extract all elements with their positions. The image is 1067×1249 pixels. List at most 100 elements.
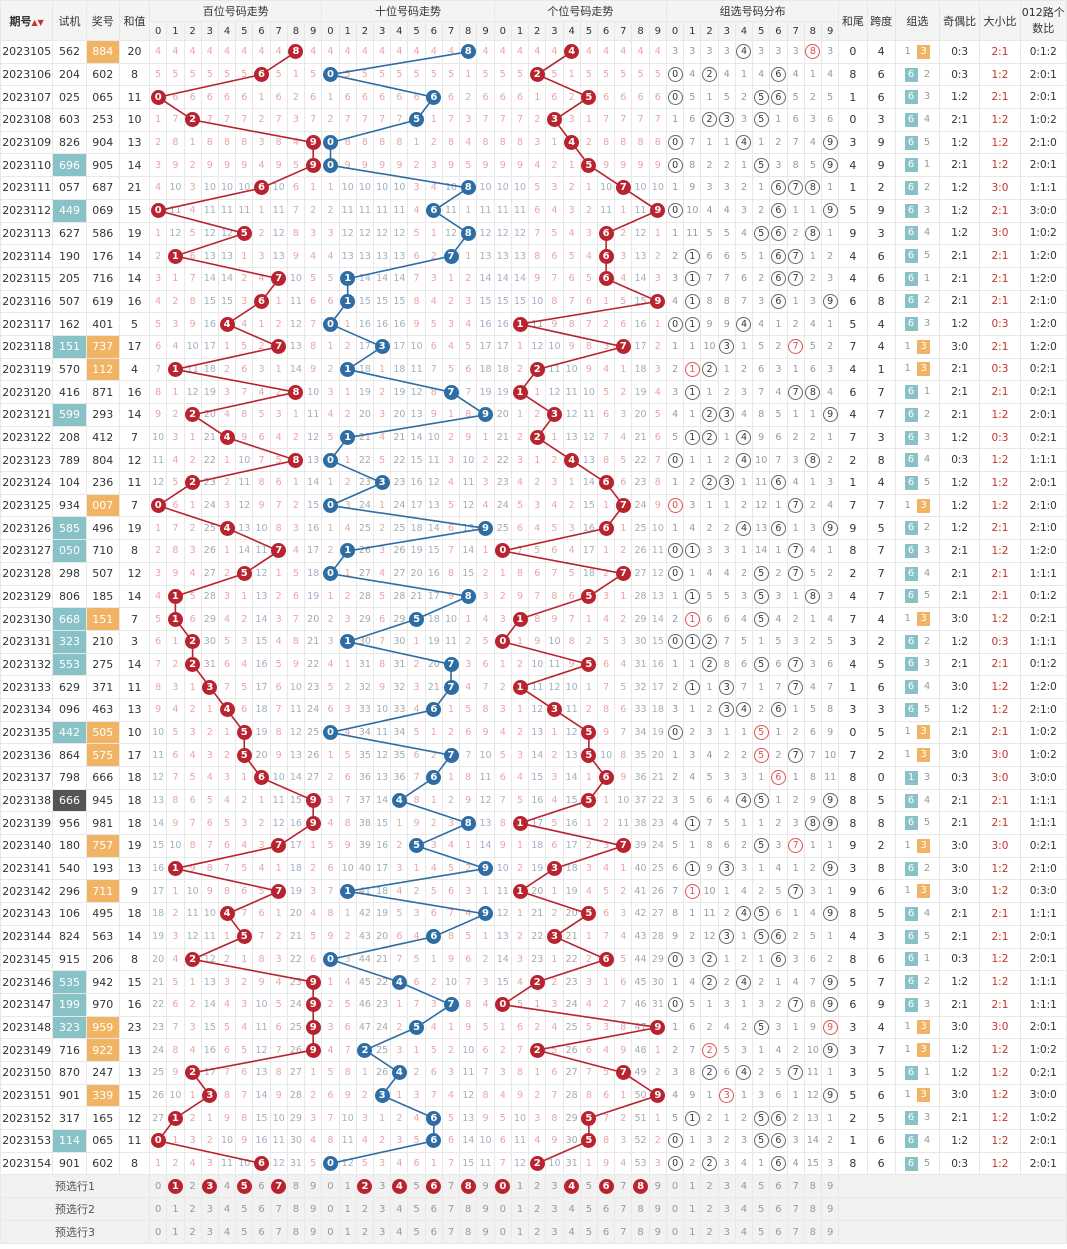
preselect-digit[interactable]: 6 [769, 1220, 788, 1245]
preselect-digit[interactable]: 8 [803, 1174, 822, 1199]
preselect-digit[interactable]: 8 [286, 1220, 306, 1245]
preselect-digit[interactable]: 6 [424, 1197, 443, 1222]
preselect-digit[interactable]: 7 [786, 1174, 805, 1199]
preselect-digit[interactable]: 0 [493, 1174, 512, 1199]
preselect-digit[interactable]: 3 [545, 1197, 564, 1222]
preselect-digit[interactable]: 1 [510, 1197, 530, 1222]
preselect-row[interactable]: 预选行1 0 1 2 3 4 5 6 7 8 9 0 1 2 3 4 5 6 7 8 9 0 1 2 3 4 5 6 7 8 9 0 1 2 3 4 5… [0, 1174, 1067, 1199]
preselect-digit[interactable]: 7 [441, 1174, 461, 1199]
preselect-digit[interactable]: 6 [424, 1220, 443, 1245]
preselect-digit[interactable]: 6 [252, 1197, 271, 1222]
preselect-digit[interactable]: 8 [803, 1197, 822, 1222]
preselect-ball[interactable]: 7 [271, 1178, 287, 1194]
preselect-digit[interactable]: 6 [769, 1197, 788, 1222]
preselect-digit[interactable]: 1 [683, 1197, 702, 1222]
preselect-digit[interactable]: 8 [631, 1220, 650, 1245]
preselect-digit[interactable]: 6 [252, 1220, 271, 1245]
preselect-digit[interactable]: 3 [717, 1197, 736, 1222]
preselect-digit[interactable]: 6 [596, 1220, 616, 1245]
preselect-digit[interactable]: 5 [407, 1197, 426, 1222]
preselect-digit[interactable]: 8 [459, 1174, 478, 1199]
preselect-digit[interactable]: 1 [683, 1174, 702, 1199]
preselect-ball[interactable]: 6 [426, 1178, 442, 1194]
preselect-digit[interactable]: 2 [183, 1197, 202, 1222]
preselect-digit[interactable]: 0 [665, 1174, 685, 1199]
preselect-digit[interactable]: 7 [441, 1197, 461, 1222]
preselect-digit[interactable]: 3 [200, 1174, 219, 1199]
preselect-digit[interactable]: 2 [700, 1197, 719, 1222]
preselect-ball[interactable]: 0 [495, 1178, 511, 1194]
preselect-ball[interactable]: 8 [633, 1178, 649, 1194]
preselect-digit[interactable]: 4 [562, 1197, 581, 1222]
preselect-digit[interactable]: 9 [304, 1197, 323, 1222]
preselect-digit[interactable]: 0 [149, 1174, 168, 1199]
preselect-digit[interactable]: 2 [355, 1220, 375, 1245]
preselect-row[interactable]: 预选行3 0 1 2 3 4 5 6 7 8 9 0 1 2 3 4 5 6 7 8 9 0 1 2 3 4 5 6 7 8 9 0 1 2 3 4 5… [0, 1220, 1067, 1245]
preselect-digit[interactable]: 6 [424, 1174, 443, 1199]
preselect-digit[interactable]: 1 [166, 1174, 185, 1199]
preselect-digit[interactable]: 5 [407, 1174, 426, 1199]
preselect-digit[interactable]: 9 [476, 1174, 495, 1199]
preselect-digit[interactable]: 6 [596, 1174, 616, 1199]
preselect-digit[interactable]: 7 [269, 1197, 288, 1222]
preselect-digit[interactable]: 8 [459, 1220, 478, 1245]
preselect-digit[interactable]: 1 [166, 1197, 185, 1222]
preselect-digit[interactable]: 0 [493, 1220, 512, 1245]
preselect-digit[interactable]: 7 [269, 1174, 288, 1199]
preselect-digit[interactable]: 9 [648, 1220, 668, 1245]
preselect-digit[interactable]: 9 [304, 1174, 323, 1199]
preselect-digit[interactable]: 1 [338, 1220, 357, 1245]
preselect-digit[interactable]: 0 [149, 1197, 168, 1222]
preselect-digit[interactable]: 9 [648, 1197, 668, 1222]
preselect-digit[interactable]: 4 [734, 1197, 754, 1222]
preselect-digit[interactable]: 8 [631, 1174, 650, 1199]
preselect-digit[interactable]: 9 [476, 1197, 495, 1222]
preselect-digit[interactable]: 7 [614, 1174, 633, 1199]
preselect-digit[interactable]: 4 [217, 1197, 237, 1222]
preselect-digit[interactable]: 2 [183, 1220, 202, 1245]
preselect-digit[interactable]: 4 [390, 1174, 409, 1199]
preselect-digit[interactable]: 6 [252, 1174, 271, 1199]
preselect-digit[interactable]: 3 [200, 1197, 219, 1222]
preselect-digit[interactable]: 4 [390, 1220, 409, 1245]
preselect-ball[interactable]: 1 [167, 1178, 183, 1194]
preselect-digit[interactable]: 0 [493, 1197, 512, 1222]
preselect-digit[interactable]: 1 [338, 1197, 357, 1222]
preselect-digit[interactable]: 4 [217, 1220, 237, 1245]
preselect-digit[interactable]: 3 [545, 1220, 564, 1245]
issue-header[interactable]: 期号▲▼ [0, 0, 54, 41]
preselect-ball[interactable]: 5 [236, 1178, 252, 1194]
preselect-digit[interactable]: 9 [820, 1174, 840, 1199]
preselect-digit[interactable]: 5 [579, 1220, 599, 1245]
preselect-digit[interactable]: 3 [717, 1220, 736, 1245]
preselect-digit[interactable]: 4 [390, 1197, 409, 1222]
preselect-digit[interactable]: 3 [545, 1174, 564, 1199]
preselect-digit[interactable]: 2 [700, 1174, 719, 1199]
preselect-digit[interactable]: 6 [596, 1197, 616, 1222]
preselect-digit[interactable]: 7 [614, 1220, 633, 1245]
preselect-digit[interactable]: 3 [373, 1174, 392, 1199]
preselect-digit[interactable]: 4 [217, 1174, 237, 1199]
preselect-digit[interactable]: 5 [235, 1174, 254, 1199]
preselect-digit[interactable]: 5 [235, 1220, 254, 1245]
preselect-digit[interactable]: 3 [717, 1174, 736, 1199]
preselect-digit[interactable]: 8 [631, 1197, 650, 1222]
preselect-digit[interactable]: 5 [752, 1220, 771, 1245]
preselect-digit[interactable]: 1 [510, 1220, 530, 1245]
preselect-digit[interactable]: 7 [786, 1220, 805, 1245]
preselect-digit[interactable]: 2 [528, 1174, 547, 1199]
preselect-digit[interactable]: 2 [183, 1174, 202, 1199]
preselect-digit[interactable]: 8 [803, 1220, 822, 1245]
preselect-digit[interactable]: 3 [373, 1220, 392, 1245]
preselect-digit[interactable]: 5 [752, 1174, 771, 1199]
preselect-digit[interactable]: 2 [355, 1197, 375, 1222]
preselect-digit[interactable]: 8 [286, 1174, 306, 1199]
preselect-digit[interactable]: 3 [373, 1197, 392, 1222]
preselect-digit[interactable]: 2 [528, 1220, 547, 1245]
preselect-digit[interactable]: 4 [562, 1220, 581, 1245]
preselect-digit[interactable]: 8 [286, 1197, 306, 1222]
preselect-digit[interactable]: 9 [476, 1220, 495, 1245]
preselect-digit[interactable]: 9 [304, 1220, 323, 1245]
preselect-digit[interactable]: 5 [407, 1220, 426, 1245]
preselect-ball[interactable]: 6 [598, 1178, 614, 1194]
